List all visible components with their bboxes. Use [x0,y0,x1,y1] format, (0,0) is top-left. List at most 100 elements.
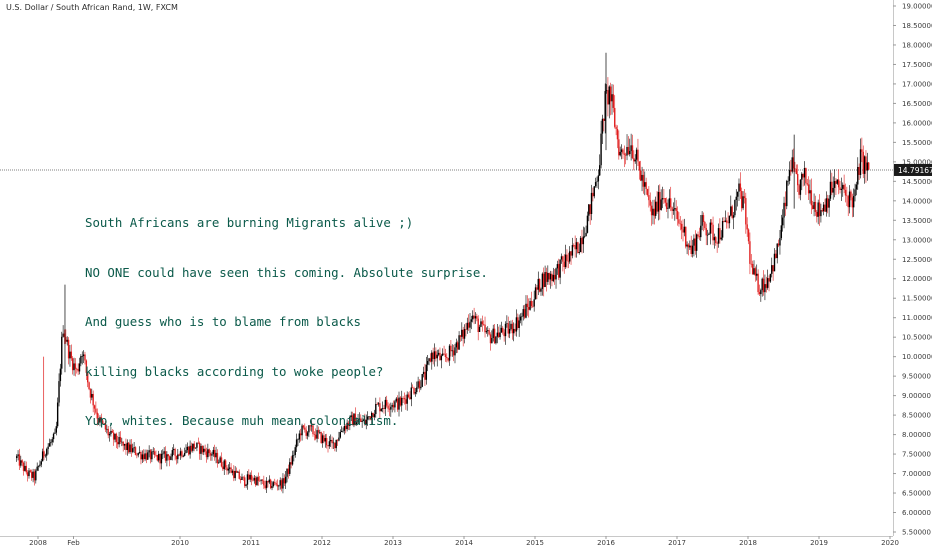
candle-body [186,446,189,451]
candle-body [194,447,197,449]
candle-body [816,211,818,217]
candle-body [452,350,455,356]
candle-body [661,198,664,200]
candle-body [246,474,249,485]
candle-body [462,329,464,339]
candle-body [142,454,145,460]
candle-body [107,428,109,436]
x-tick-label: 2010 [171,539,189,547]
candle-body [182,455,184,457]
candle-body [160,453,163,464]
candle-body [627,146,630,155]
candle-body [437,352,440,355]
candle-body [499,332,501,338]
candle-body [111,430,113,433]
candle-body [136,454,138,456]
candle-body [476,316,478,319]
candle-body [599,165,601,176]
candle-body [481,321,483,325]
candle-body [97,418,100,423]
candle-body [551,273,553,282]
candle-body [706,234,709,236]
candle-body [185,450,187,454]
candle-body [485,331,488,333]
candle-body [91,393,93,398]
candle-body [426,361,429,365]
candle-body [827,198,829,208]
candle-body [843,184,845,190]
candle-body [65,336,67,342]
candle-body [859,149,862,175]
candle-body [46,449,48,456]
candle-body [646,189,649,196]
candle-body [429,358,432,362]
candle-body [198,442,201,454]
candle-body [829,181,832,199]
candle-body [455,342,458,348]
x-tick-label: 2017 [668,539,686,547]
candle-body [635,149,638,160]
candle-body [103,423,105,424]
candle-body [458,335,460,350]
candle-body [660,199,662,210]
candle-body [786,181,788,207]
candle-body [639,170,642,181]
candle-body [469,321,471,328]
candle-body [294,447,296,455]
candle-body [168,456,171,460]
candle-body [387,405,389,409]
candle-body [650,205,653,216]
candle-body [842,184,844,189]
candle-body [379,403,381,412]
candle-body [369,416,372,420]
candle-body [171,450,174,457]
candle-body [346,422,348,430]
candle-body [446,356,448,359]
candle-body [213,449,216,458]
candle-body [338,437,340,441]
candle-body [611,94,613,102]
candle-body [345,425,347,430]
candle-body [716,243,718,244]
candle-body [402,397,404,399]
candle-body [323,435,325,442]
candle-body [33,471,36,481]
candle-body [254,477,257,485]
candle-body [472,315,474,320]
y-tick-label: 12.00000 [902,275,932,283]
candle-body [377,403,380,405]
candle-body [450,345,452,352]
candle-body [528,307,530,310]
candle-body [158,453,160,461]
candle-body [443,353,445,355]
candle-body [762,278,765,293]
candle-body [126,442,128,450]
candle-body [421,374,423,387]
candle-body [840,188,843,191]
candle-body [50,442,52,444]
candle-body [166,454,168,461]
candle-body [316,430,318,439]
current-price-tag-label: 14.79167 [898,166,932,175]
candle-body [792,157,795,169]
candle-body [868,162,870,170]
candle-body [353,413,355,426]
candle-body [861,149,863,152]
candle-body [708,233,710,235]
candle-body [510,323,512,329]
candle-body [508,328,511,334]
candle-body [493,328,496,344]
candle-body [492,328,494,339]
candle-body [223,460,225,470]
candle-body [739,183,742,192]
candle-body [190,445,193,451]
candle-body [155,454,157,456]
candle-body [633,158,635,162]
candle-body [709,222,712,234]
candle-body [496,332,499,337]
candle-body [233,470,235,479]
y-tick-label: 11.00000 [902,314,932,322]
candle-body [810,190,813,206]
candle-body [82,354,85,357]
